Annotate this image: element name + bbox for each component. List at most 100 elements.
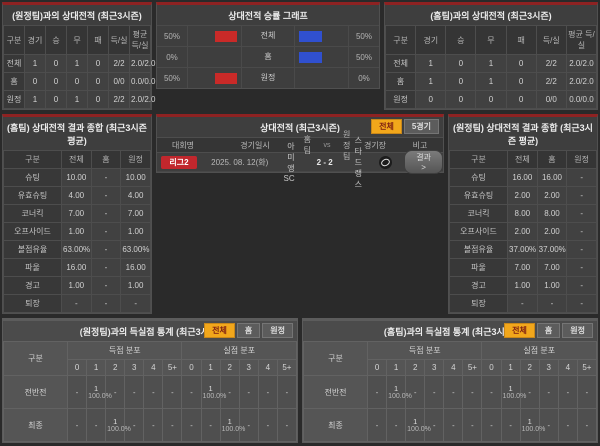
bin-header: 4 (143, 359, 164, 376)
column-header: 경기 (415, 25, 447, 55)
bin-header: 1 (500, 359, 521, 376)
filter-button-전체[interactable]: 전체 (204, 323, 235, 338)
goal-stat-cell: - (443, 375, 464, 409)
column-header: 원정 (120, 150, 151, 169)
goal-stat-percent: 100.0% (88, 393, 112, 400)
table-cell: 7.00 (536, 258, 568, 277)
row-group-label: 구분 (3, 341, 68, 376)
goal-stats-row: (원정팀)과의 득실점 통계 (최근3시즌) 전체 홈 원정 구분 득점 분포 실점 분… (2, 318, 598, 443)
away-h2h-record-table: 구분 경기 승 무 패 득/실 평균 득/실 전체 1 0 1 0 2/2 2.0/2.0 홈 0 0 0 0 0/0… (3, 25, 155, 109)
goal-stat-row: 전반전 -1 100.0% - - - - -1 100.0% - - - - (3, 375, 298, 409)
table-row: 파울 7.00 7.00- (449, 258, 597, 277)
home-h2h-record-panel: (홈팀)과의 상대전적 (최근3시즌) 구분 경기 승 무 패 득/실 평균 득/실 전체 1 0… (384, 2, 598, 110)
table-cell: 0 (505, 54, 537, 73)
panel-title-bar: (홈팀)과의 득실점 통계 (최근3시즌) 전체 홈 원정 (303, 321, 597, 341)
filter-button-전체[interactable]: 전체 (371, 119, 402, 134)
goal-stat-percent: 100.0% (521, 426, 546, 433)
table-row: 전체 1 0 1 0 2/2 2.0/2.0 (384, 54, 598, 73)
away-winrate-bar (299, 30, 322, 42)
goal-stat-cell: - (66, 375, 88, 409)
table-cell: 0 (66, 72, 88, 91)
winrate-graph-panel: 상대전적 승률 그래프 50% 전체 50% 0% 홈 50% 50% 원정 0% (156, 2, 380, 89)
away-bar-zone (295, 68, 349, 88)
col-header-vs: vs (323, 141, 331, 149)
home-summary-table: 구분 전체 홈 원정 슈팅 10.00-10.00 유효슈팅 4.00-4.00 코너킥 7.00… (3, 150, 151, 313)
table-cell: 7.00 (120, 204, 151, 223)
home-winrate-percent: 50% (163, 31, 180, 41)
bin-header: 1 (386, 359, 407, 376)
filter-button-원정[interactable]: 원정 (262, 323, 293, 338)
goal-stat-cell: - (105, 375, 126, 409)
bin-header: 4 (257, 359, 278, 376)
goal-stat-row: 전반전 -1 100.0% - - - - -1 100.0% - - - - (303, 375, 598, 409)
row-label: 파울 (449, 258, 508, 277)
row-label: 퇴장 (3, 294, 62, 313)
row-label: 유효슈팅 (449, 186, 508, 205)
goal-stat-percent: 100.0% (407, 426, 431, 433)
table-cell: 1.00 (120, 222, 151, 241)
goal-stat-cell: - (276, 408, 298, 442)
goal-stat-cell: 1 100.0% (500, 375, 526, 409)
row-label: 슈팅 (449, 168, 508, 187)
row-label: 코너킥 (3, 204, 62, 223)
home-h2h-record-table: 구분 경기 승 무 패 득/실 평균 득/실 전체 1 0 1 0 2/2 2.0/2.0 홈 1 0 1 0 2/2… (384, 25, 598, 109)
table-cell: 0 (87, 90, 109, 109)
goal-stat-cell: - (424, 375, 445, 409)
column-header: 홈 (90, 150, 122, 169)
goal-stat-cell: - (366, 408, 388, 442)
table-cell: 2.0/2.0 (129, 54, 155, 73)
filter-button-홈[interactable]: 홈 (236, 323, 261, 338)
panel-title-bar: (원정팀)과의 득실점 통계 (최근3시즌) 전체 홈 원정 (3, 321, 297, 341)
filter-button-원정[interactable]: 원정 (562, 323, 593, 338)
column-header: 전체 (61, 150, 92, 169)
panel-title-bar: 상대전적 (최근3시즌) 전체 5경기 (157, 117, 443, 137)
goal-stat-cell: - (481, 408, 502, 442)
goal-stat-cell: - (143, 408, 164, 442)
away-winrate-percent: 0% (358, 73, 370, 83)
table-cell: - (90, 204, 122, 223)
row-label: 전반전 (3, 375, 68, 409)
goal-stat-cell: - (276, 375, 298, 409)
note-cell: 결과 > (404, 150, 443, 174)
row-label: 최종 (303, 408, 368, 442)
table-cell: 2.0/2.0 (565, 54, 598, 73)
row-label: 원정 (3, 90, 25, 109)
table-cell: 0 (505, 90, 537, 109)
table-cell: 2.0/2.0 (129, 90, 155, 109)
group-header: 득점 분포 (366, 341, 483, 360)
goal-stat-cell: - (238, 375, 259, 409)
table-cell: 7.00 (61, 204, 92, 223)
column-header: 구분 (3, 25, 25, 55)
col-header-away: 원정팀 (343, 129, 351, 161)
league-cell: 리그2 (157, 155, 201, 169)
result-button[interactable]: 결과 > (404, 150, 443, 174)
match-date: 2025. 08. 12(화) (211, 157, 269, 167)
table-cell: 8.00 (507, 204, 538, 223)
middle-row: (홈팀) 상대전적 결과 종합 (최근3시즌 평균) 구분 전체 홈 원정 슈팅 10.0… (2, 114, 598, 314)
group-header-row: 구분 득점 분포 실점 분포 (303, 341, 597, 376)
row-label: 전체 (3, 54, 25, 73)
home-winrate-percent: 0% (166, 52, 178, 62)
table-cell: 2.0/2.0 (565, 72, 598, 91)
goal-stat-cell: - (200, 408, 221, 442)
col-header-note: 비고 (412, 140, 428, 150)
column-header: 원정 (566, 150, 597, 169)
table-cell: 1 (415, 72, 447, 91)
h2h-match-row: 리그2 2025. 08. 12(화) 아미앵SC 2 - 2 스타드랭스 결과 > (157, 136, 443, 189)
row-label: 볼점유율 (449, 240, 508, 259)
stadium-icon[interactable] (379, 155, 393, 169)
table-cell: 10.00 (61, 168, 92, 187)
table-cell: - (90, 258, 122, 277)
column-header: 득/실 (535, 25, 567, 55)
graph-row-label: 원정 (241, 68, 295, 88)
table-cell: - (90, 168, 122, 187)
filter-button-5경기[interactable]: 5경기 (403, 119, 439, 134)
table-cell: 1.00 (61, 222, 92, 241)
filter-button-전체[interactable]: 전체 (504, 323, 535, 338)
table-row: 원정 1 0 1 0 2/2 2.0/2.0 (3, 90, 155, 109)
table-row: 전체 1 0 1 0 2/2 2.0/2.0 (3, 54, 155, 73)
table-cell: 2/2 (108, 90, 130, 109)
filter-button-홈[interactable]: 홈 (536, 323, 561, 338)
table-cell: 2/2 (108, 54, 130, 73)
home-winrate-bar (214, 72, 237, 84)
